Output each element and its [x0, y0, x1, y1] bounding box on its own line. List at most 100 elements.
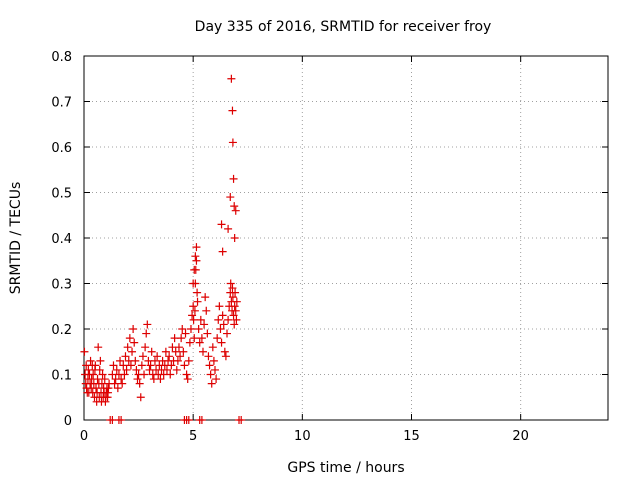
- data-point: [104, 384, 113, 393]
- data-point: [191, 252, 200, 261]
- data-point: [208, 343, 217, 352]
- data-point: [96, 356, 105, 365]
- data-point: [229, 174, 238, 183]
- data-point: [178, 325, 187, 333]
- data-point: [162, 365, 171, 374]
- data-point: [92, 384, 101, 393]
- data-point: [203, 329, 212, 338]
- data-point: [91, 361, 100, 370]
- data-point: [212, 375, 221, 384]
- data-point: [112, 365, 121, 374]
- data-point: [195, 338, 204, 347]
- data-point: [229, 311, 238, 320]
- data-point: [232, 315, 241, 324]
- chart-title: Day 335 of 2016, SRMTID for receiver fro…: [195, 19, 492, 35]
- data-point: [231, 288, 240, 297]
- data-point: [113, 384, 122, 393]
- data-point: [189, 279, 198, 288]
- data-point: [228, 293, 237, 302]
- data-point: [188, 311, 197, 320]
- data-point: [227, 74, 236, 83]
- data-point: [183, 375, 192, 384]
- data-point: [189, 302, 198, 311]
- data-point: [206, 370, 215, 379]
- data-point: [141, 343, 150, 352]
- data-point: [218, 247, 227, 256]
- data-point: [230, 202, 239, 211]
- data-point: [150, 356, 159, 365]
- data-point: [129, 325, 138, 333]
- grid-lines: [84, 56, 608, 420]
- data-point: [156, 375, 165, 384]
- data-point: [171, 347, 180, 356]
- data-point: [177, 334, 186, 343]
- data-point: [197, 334, 206, 343]
- data-point: [217, 220, 226, 229]
- data-point: [130, 338, 139, 347]
- data-point: [228, 106, 237, 115]
- x-axis-label: GPS time / hours: [287, 460, 404, 476]
- data-point: [167, 361, 176, 370]
- data-point: [190, 265, 199, 274]
- data-point: [173, 356, 182, 365]
- y-axis-ticks: 0 0.1 0.2 0.3 0.4 0.5 0.6 0.7 0.8: [51, 50, 608, 429]
- data-point: [231, 206, 240, 215]
- data-point: [133, 375, 142, 384]
- data-point: [161, 347, 170, 356]
- data-point: [220, 347, 229, 356]
- data-point: [184, 356, 193, 365]
- data-point: [237, 416, 246, 424]
- data-point: [196, 315, 205, 324]
- data-point: [211, 365, 219, 374]
- data-point: [100, 375, 109, 384]
- data-point: [182, 370, 191, 379]
- data-point: [228, 138, 237, 147]
- data-point: [219, 320, 228, 329]
- data-point: [194, 325, 203, 333]
- data-point: [94, 343, 103, 352]
- data-point: [180, 361, 189, 370]
- data-point: [136, 393, 145, 402]
- data-point: [205, 361, 214, 370]
- data-point: [132, 365, 141, 374]
- data-point: [137, 361, 146, 370]
- data-point: [231, 306, 240, 315]
- data-point: [138, 352, 147, 361]
- data-point: [185, 338, 194, 347]
- data-points: [80, 74, 246, 424]
- data-point: [228, 284, 237, 293]
- data-point: [126, 361, 135, 370]
- data-point: [174, 343, 183, 352]
- data-point: [230, 302, 239, 311]
- y-tick-label: 0.3: [51, 278, 72, 293]
- data-point: [224, 315, 233, 324]
- x-axis-ticks: 0 5 10 15 20: [80, 56, 529, 444]
- data-point: [119, 361, 128, 370]
- data-point: [214, 315, 223, 324]
- data-point: [213, 334, 222, 343]
- data-point: [192, 243, 201, 252]
- y-tick-label: 0.6: [51, 141, 72, 156]
- data-point: [109, 361, 118, 370]
- data-point: [232, 297, 241, 306]
- data-point: [190, 334, 199, 343]
- data-point: [224, 224, 233, 233]
- data-point: [176, 352, 185, 361]
- data-point: [193, 288, 202, 297]
- data-point: [146, 361, 155, 370]
- data-point: [209, 356, 218, 365]
- data-point: [218, 311, 227, 320]
- data-point: [179, 347, 188, 356]
- data-point: [135, 379, 144, 388]
- x-tick-label: 15: [403, 429, 420, 444]
- data-point: [93, 375, 102, 384]
- data-point: [172, 365, 181, 374]
- data-point: [184, 416, 193, 424]
- data-point: [198, 347, 207, 356]
- data-point: [201, 293, 210, 302]
- data-point: [230, 320, 239, 329]
- data-point: [215, 302, 224, 311]
- y-tick-label: 0.1: [51, 369, 72, 384]
- data-point: [186, 325, 195, 333]
- data-point: [153, 352, 162, 361]
